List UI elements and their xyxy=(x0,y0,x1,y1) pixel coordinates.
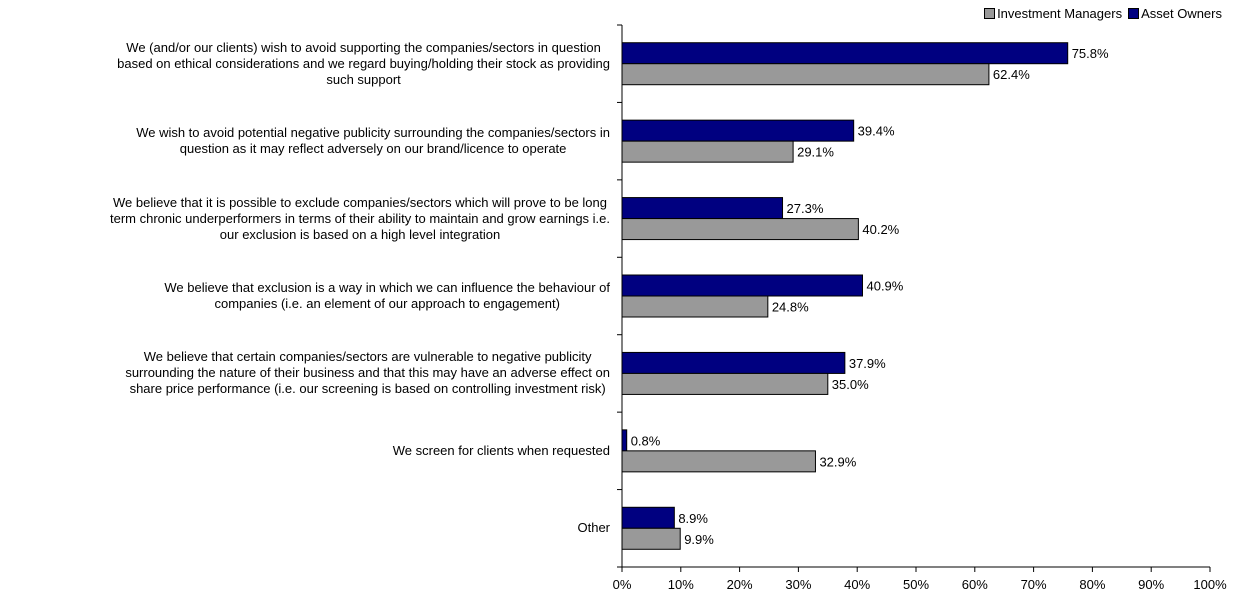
data-label: 62.4% xyxy=(993,67,1030,82)
data-label: 24.8% xyxy=(772,300,809,315)
data-label: 0.8% xyxy=(631,433,661,448)
category-label: We wish to avoid potential negative publ… xyxy=(136,125,610,157)
bar-investment-managers xyxy=(621,140,794,163)
data-label: 32.9% xyxy=(819,454,856,469)
category-label-line: share price performance (i.e. our screen… xyxy=(129,381,606,397)
x-tick-label: 80% xyxy=(1079,577,1105,592)
category-label-line: Other xyxy=(577,520,610,536)
data-label: 39.4% xyxy=(858,124,895,139)
category-label-line: such support xyxy=(326,71,401,87)
data-label: 9.9% xyxy=(684,532,714,547)
x-tick-label: 30% xyxy=(785,577,811,592)
bar-investment-managers xyxy=(621,527,681,550)
category-label-line: We believe that certain companies/sector… xyxy=(143,349,592,365)
data-label: 40.9% xyxy=(866,279,903,294)
x-tick-label: 40% xyxy=(844,577,870,592)
category-label-line: We wish to avoid potential negative publ… xyxy=(136,125,610,141)
x-tick-label: 0% xyxy=(613,577,632,592)
category-label-line: companies (i.e. an element of our approa… xyxy=(214,296,560,311)
bar-asset-owners xyxy=(621,42,1069,65)
legend-label-investment-managers: Investment Managers xyxy=(997,6,1123,21)
x-tick-label: 20% xyxy=(727,577,753,592)
category-label-line: term chronic underperformers in terms of… xyxy=(110,210,610,226)
data-label: 37.9% xyxy=(849,356,886,371)
data-label: 8.9% xyxy=(678,511,708,526)
legend-label-asset-owners: Asset Owners xyxy=(1141,6,1222,21)
category-label-line: We screen for clients when requested xyxy=(392,442,610,458)
category-label-line: question as it may reflect adversely on … xyxy=(179,141,567,157)
x-tick-label: 60% xyxy=(962,577,988,592)
data-label: 35.0% xyxy=(832,377,869,392)
bar-asset-owners xyxy=(621,351,846,374)
category-label-line: We believe that exclusion is a way in wh… xyxy=(164,280,610,295)
category-label: Other xyxy=(577,520,610,536)
category-label: We believe that certain companies/sector… xyxy=(125,349,610,397)
category-label-line: based on ethical considerations and we r… xyxy=(117,55,610,71)
category-label: We (and/or our clients) wish to avoid su… xyxy=(117,40,610,88)
legend-swatch-asset-owners xyxy=(1128,8,1140,19)
data-label: 27.3% xyxy=(787,201,824,216)
x-tick-label: 90% xyxy=(1138,577,1164,592)
category-label: We screen for clients when requested xyxy=(393,443,610,459)
category-label-line: We believe that it is possible to exclud… xyxy=(112,194,607,210)
category-label-line: We (and/or our clients) wish to avoid su… xyxy=(126,39,601,55)
category-label-line: surrounding the nature of their business… xyxy=(125,365,610,381)
category-label: We believe that it is possible to exclud… xyxy=(110,195,610,243)
data-label: 40.2% xyxy=(862,222,899,237)
bar-investment-managers xyxy=(621,372,829,395)
bar-asset-owners xyxy=(621,429,628,452)
bar-asset-owners xyxy=(621,506,675,529)
category-label: We believe that exclusion is a way in wh… xyxy=(164,280,610,312)
category-label-line: our exclusion is based on a high level i… xyxy=(219,226,501,242)
bar-investment-managers xyxy=(621,295,769,318)
bar-investment-managers xyxy=(621,218,859,241)
bar-asset-owners xyxy=(621,119,855,142)
bar-investment-managers xyxy=(621,450,816,473)
bar-asset-owners xyxy=(621,274,863,297)
x-tick-label: 10% xyxy=(668,577,694,592)
bar-asset-owners xyxy=(621,197,784,220)
legend: Investment Managers Asset Owners xyxy=(984,6,1222,21)
x-tick-label: 70% xyxy=(1021,577,1047,592)
legend-swatch-investment-managers xyxy=(984,8,996,19)
legend-item-asset-owners: Asset Owners xyxy=(1128,6,1222,21)
data-label: 75.8% xyxy=(1072,46,1109,61)
bar-investment-managers xyxy=(621,63,990,86)
x-tick-label: 50% xyxy=(903,577,929,592)
data-label: 29.1% xyxy=(797,145,834,160)
legend-item-investment-managers: Investment Managers xyxy=(984,6,1122,21)
x-tick-label: 100% xyxy=(1193,577,1227,592)
